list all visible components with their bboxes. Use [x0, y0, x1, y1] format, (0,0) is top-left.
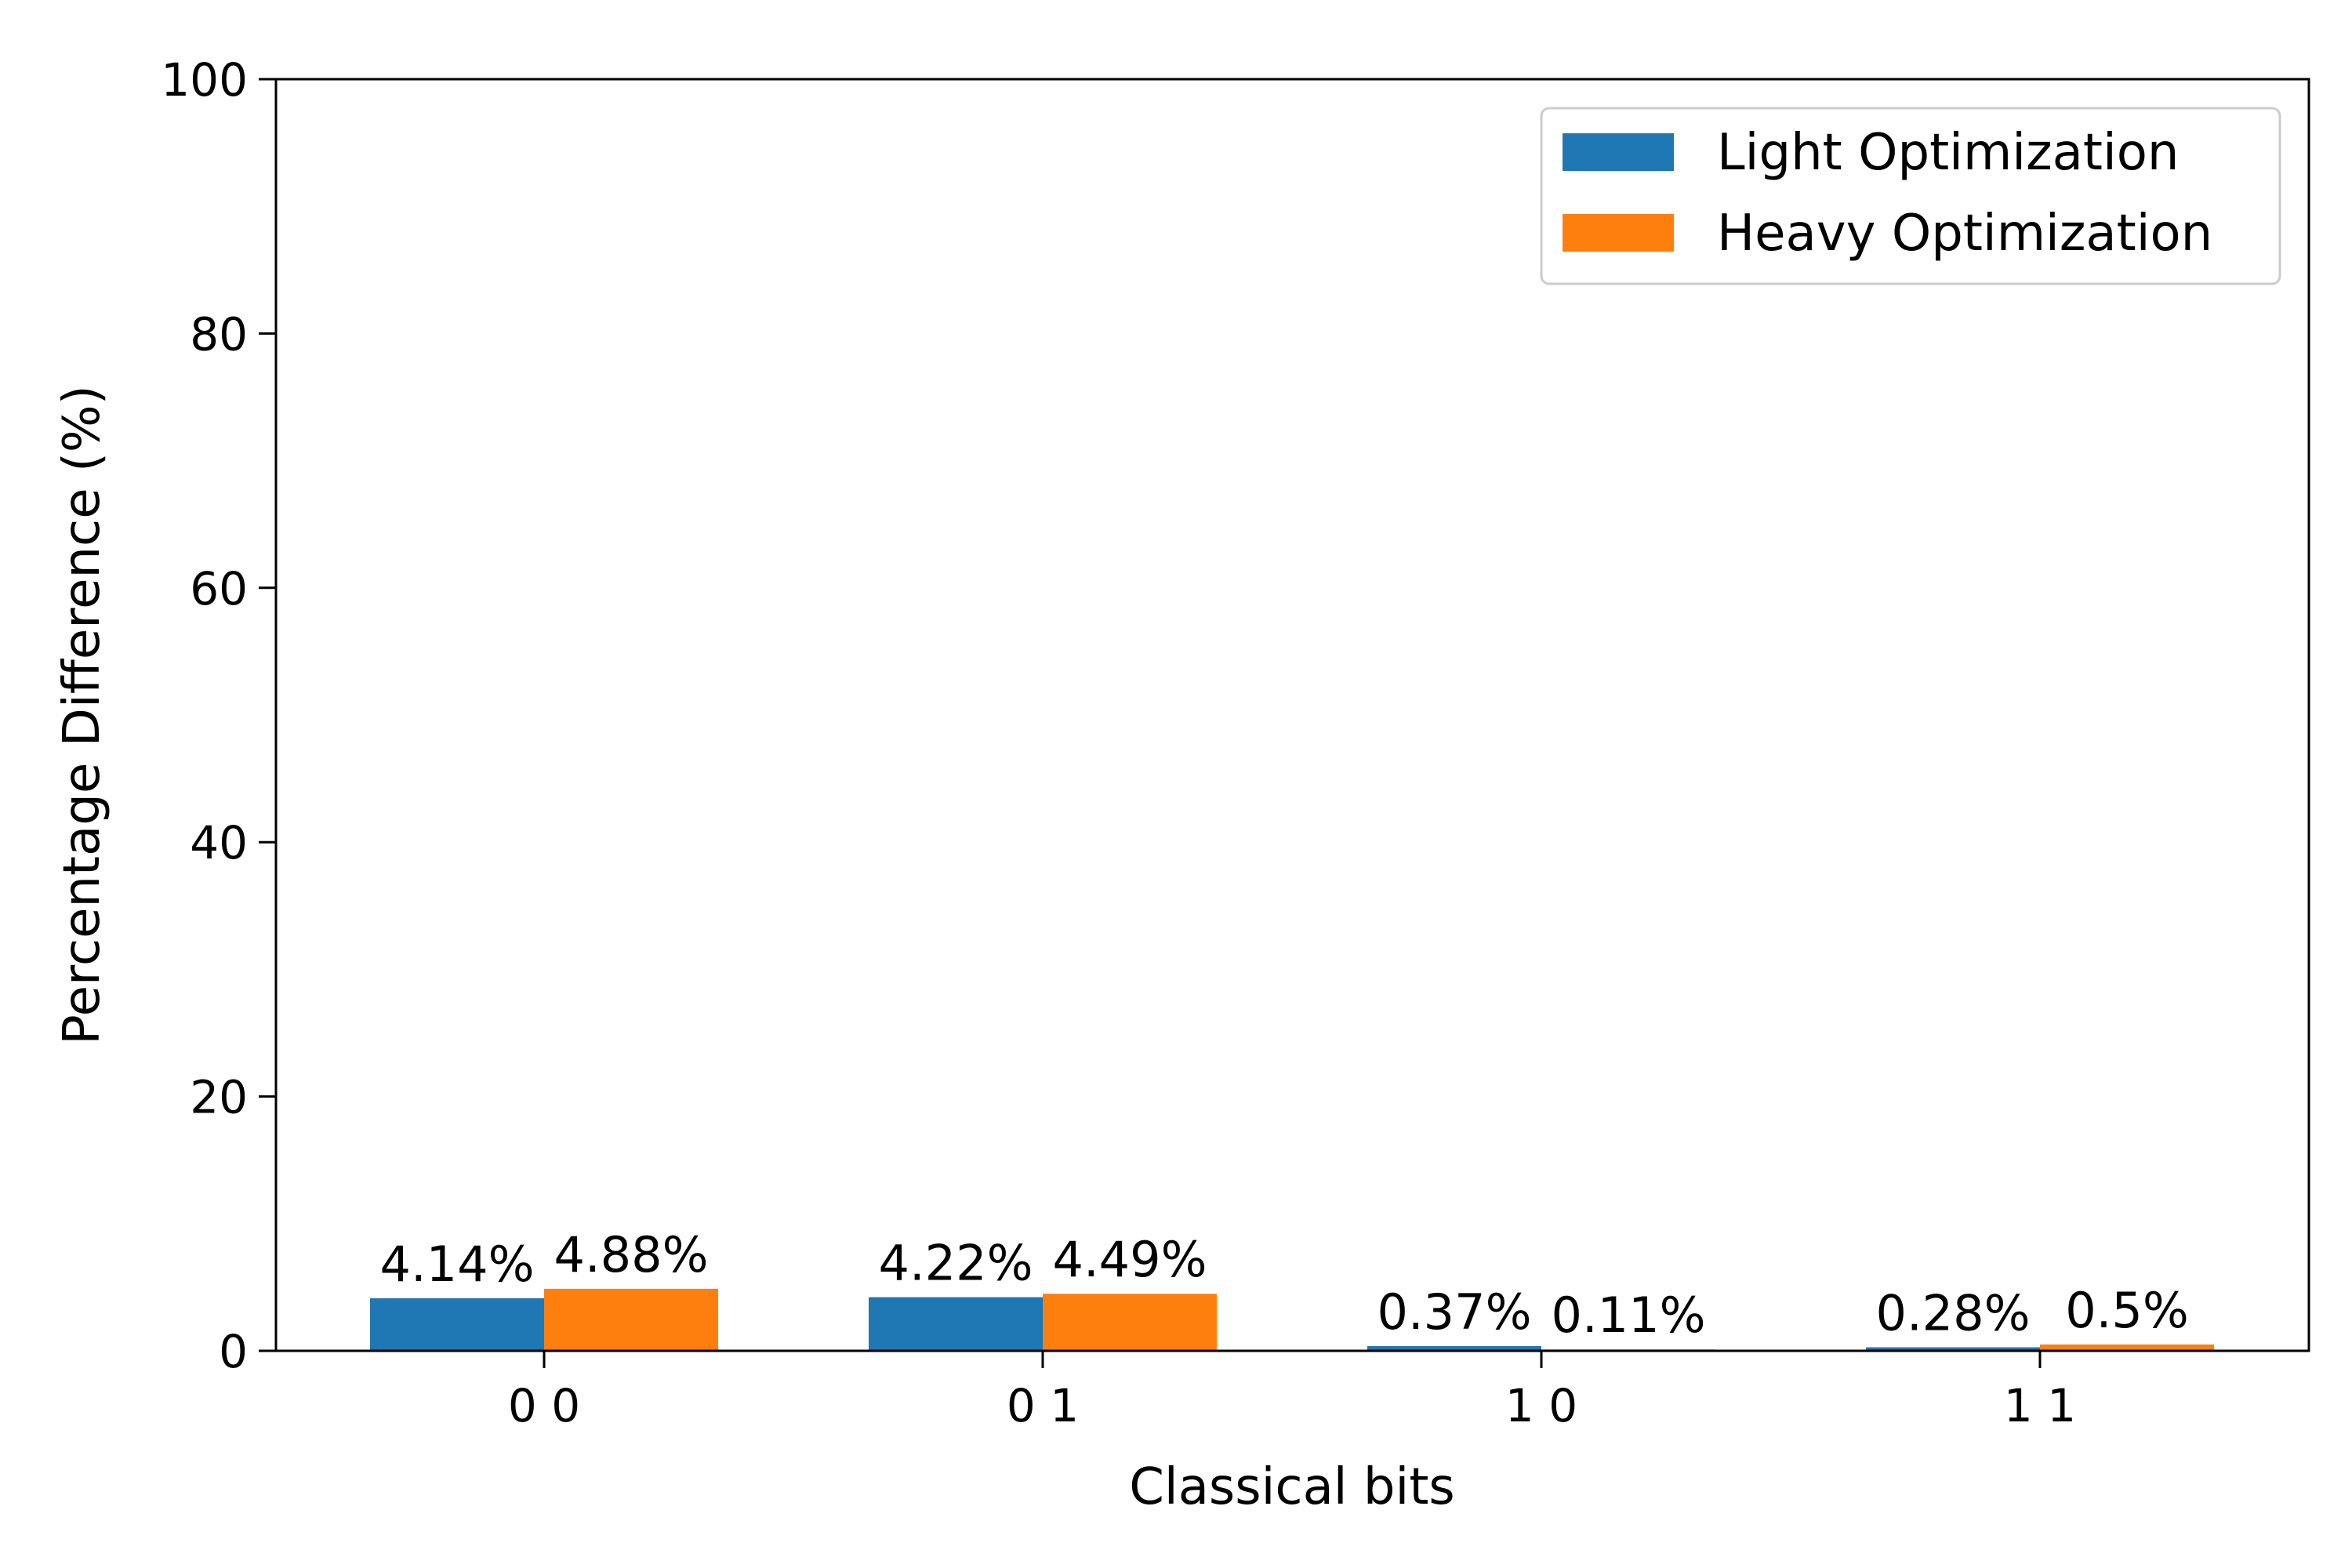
legend-label-light: Light Optimization [1717, 124, 2179, 182]
legend-swatch-heavy [1563, 214, 1674, 252]
y-axis-label: Percentage Difference (%) [53, 385, 111, 1044]
bar-light [869, 1297, 1043, 1351]
x-tick-label: 1 0 [1505, 1379, 1577, 1432]
x-axis: 0 0 0 1 1 0 1 1 [508, 1351, 2076, 1432]
y-axis: 0 20 40 60 80 100 [161, 53, 276, 1378]
bar-heavy [1043, 1294, 1217, 1351]
bar-value-label: 4.22% [879, 1235, 1033, 1292]
bar-value-label: 0.11% [1552, 1287, 1706, 1344]
bar-value-label: 0.28% [1876, 1284, 2031, 1341]
bar-light [370, 1298, 544, 1351]
y-tick-label: 20 [190, 1071, 248, 1124]
bars-layer [370, 1288, 2214, 1351]
plot-frame [274, 78, 2310, 1352]
bar-value-label: 4.88% [554, 1226, 709, 1283]
legend-frame [1540, 107, 2281, 285]
y-tick-label: 0 [219, 1325, 248, 1378]
bar-light [1866, 1347, 2040, 1351]
y-tick-label: 80 [190, 307, 248, 361]
legend: Light Optimization Heavy Optimization [1540, 107, 2281, 285]
bar-value-label: 4.14% [380, 1236, 535, 1293]
y-tick-label: 60 [190, 562, 248, 615]
bar-value-label: 0.5% [2065, 1282, 2189, 1339]
x-tick-label: 1 1 [2004, 1379, 2076, 1432]
legend-label-heavy: Heavy Optimization [1717, 205, 2212, 263]
bar-heavy [2040, 1344, 2214, 1351]
x-tick-label: 0 0 [508, 1379, 580, 1432]
bar-value-label: 0.37% [1377, 1283, 1532, 1341]
x-axis-label: Classical bits [1129, 1458, 1455, 1516]
bar-labels-layer: 4.14% 4.22% 0.37% 0.28% 4.88% 4.49% 0.11% 0.5% [380, 1226, 2189, 1344]
x-tick-label: 0 1 [1007, 1379, 1079, 1432]
y-tick-label: 100 [161, 53, 248, 107]
bar-heavy [544, 1288, 718, 1351]
y-tick-label: 40 [190, 816, 248, 869]
bar-value-label: 4.49% [1053, 1231, 1207, 1288]
bar-light [1367, 1345, 1541, 1351]
legend-swatch-light [1563, 133, 1674, 171]
